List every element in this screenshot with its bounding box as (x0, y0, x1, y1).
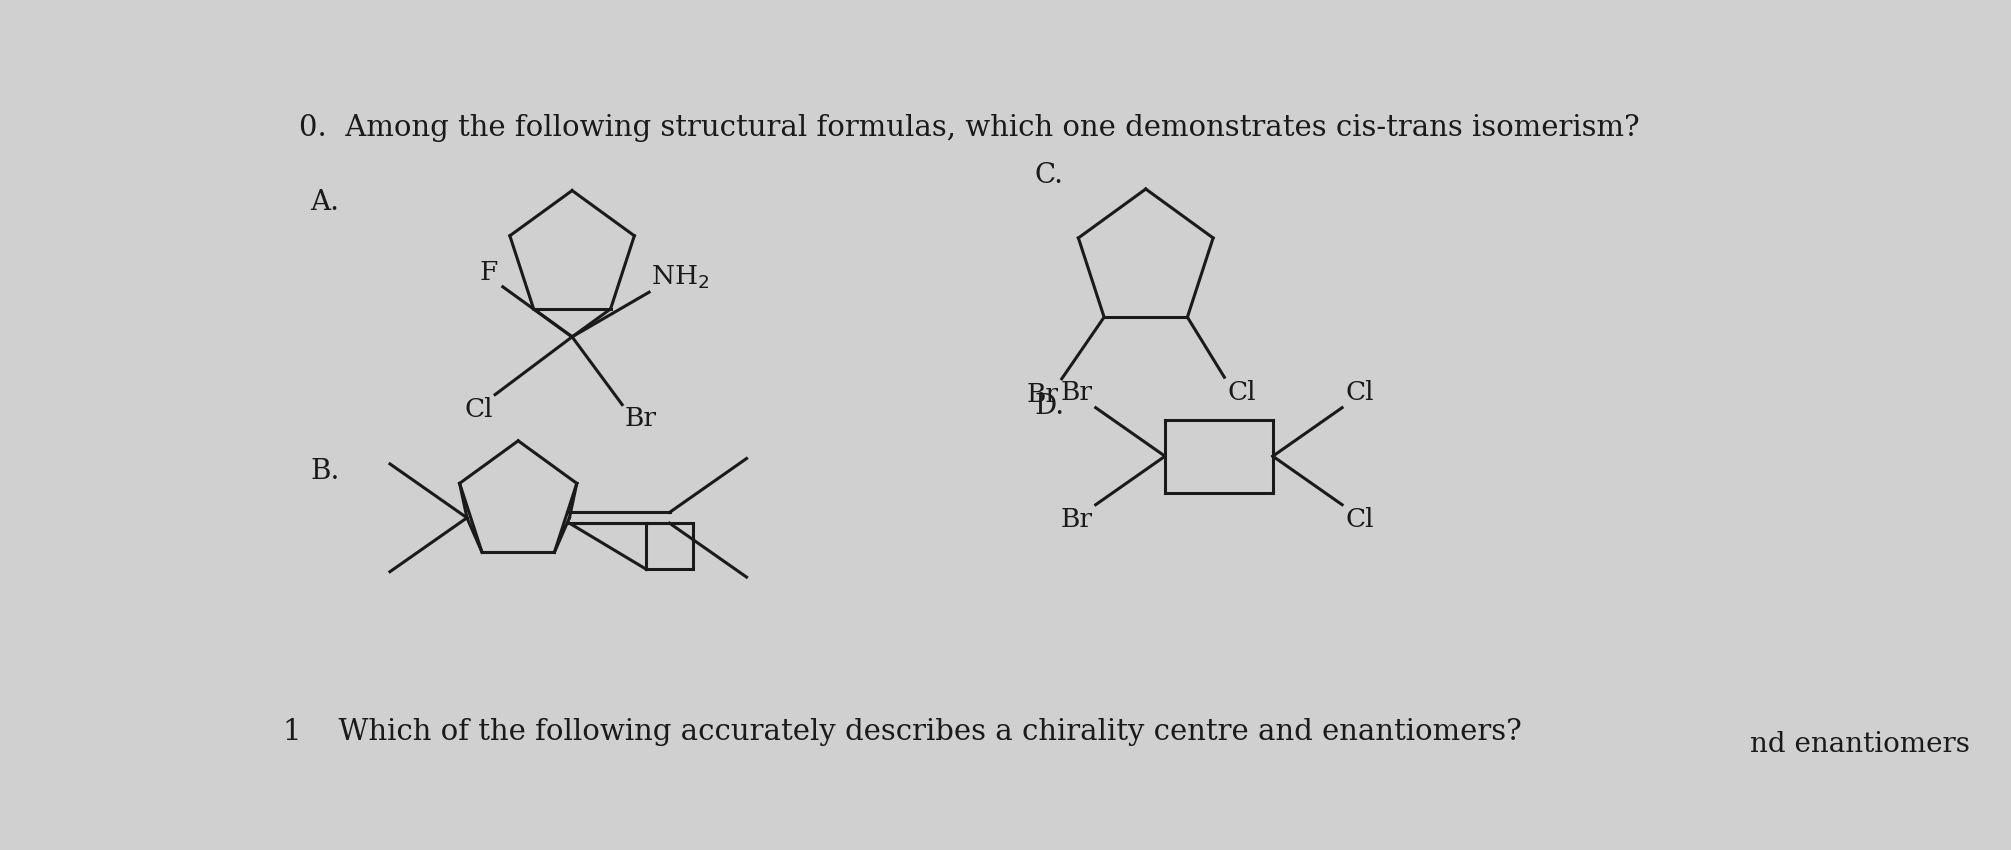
Text: C.: C. (1034, 162, 1064, 189)
Text: D.: D. (1034, 393, 1064, 420)
Text: Cl: Cl (1345, 507, 1374, 532)
Text: Cl: Cl (465, 397, 493, 422)
Text: Cl: Cl (1345, 381, 1374, 405)
Text: nd enantiomers: nd enantiomers (1750, 732, 1971, 758)
Text: Br: Br (625, 406, 656, 431)
Text: Br: Br (1060, 507, 1092, 532)
Text: B.: B. (310, 458, 340, 485)
Text: A.: A. (310, 189, 340, 216)
Text: NH$_2$: NH$_2$ (652, 264, 710, 291)
Text: Cl: Cl (1227, 380, 1257, 405)
Text: 1    Which of the following accurately describes a chirality centre and enantiom: 1 Which of the following accurately desc… (284, 718, 1522, 745)
Text: 0.  Among the following structural formulas, which one demonstrates cis-trans is: 0. Among the following structural formul… (300, 114, 1639, 142)
Text: Br: Br (1028, 382, 1058, 407)
Text: F: F (481, 260, 499, 286)
Text: Br: Br (1060, 381, 1092, 405)
